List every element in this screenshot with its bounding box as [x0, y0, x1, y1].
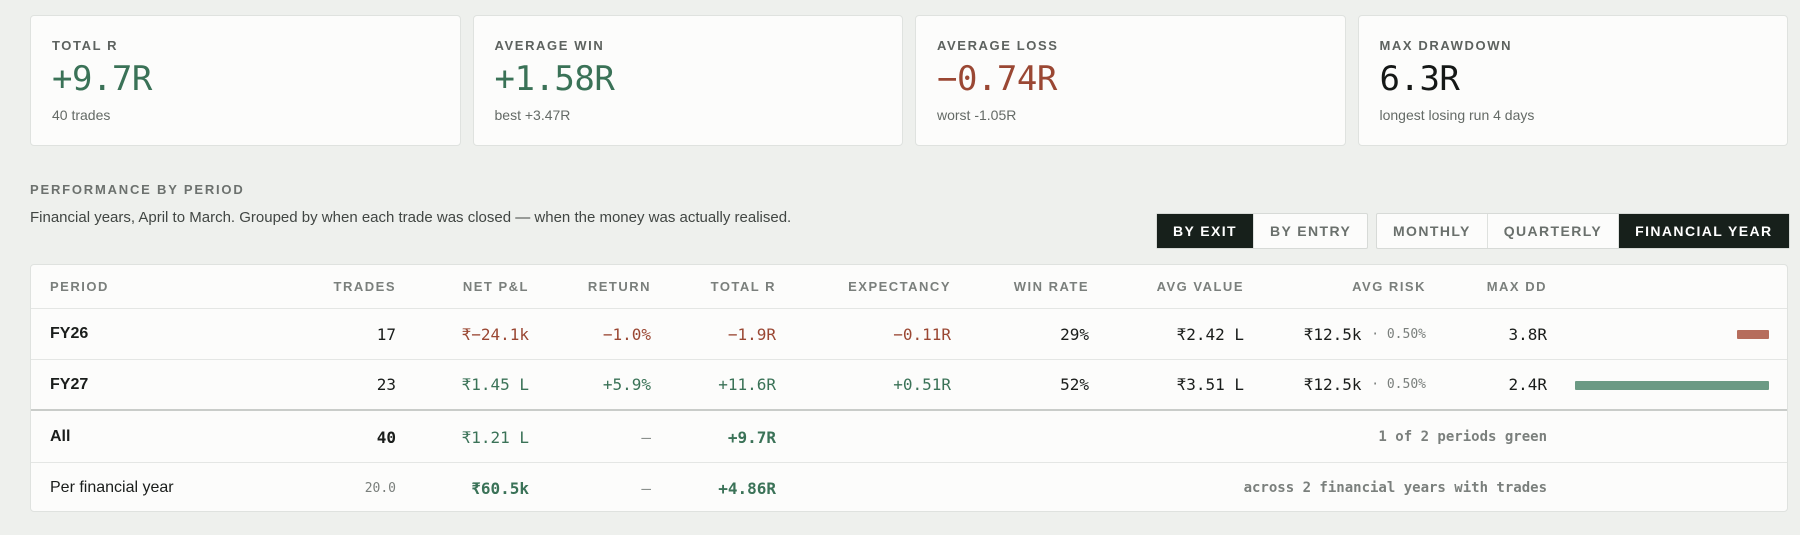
- grouping-toggle: MONTHLY QUARTERLY FINANCIAL YEAR: [1376, 213, 1790, 249]
- header-max-dd[interactable]: MAX DD: [1486, 279, 1547, 294]
- header-expectancy[interactable]: EXPECTANCY: [848, 279, 951, 294]
- net-pnl-value: ₹−24.1k: [461, 324, 529, 344]
- avg-risk-value: ₹12.5k: [1303, 324, 1362, 344]
- total-note: 1 of 2 periods green: [1378, 429, 1547, 445]
- max-dd-value: 3.8R: [1508, 324, 1547, 344]
- return-value: –: [641, 427, 651, 447]
- kpi-label: AVERAGE LOSS: [937, 38, 1059, 53]
- kpi-card-total-r: TOTAL R +9.7R 40 trades: [30, 15, 461, 146]
- trades-value: 17: [376, 324, 396, 344]
- by-entry-button[interactable]: BY ENTRY: [1253, 214, 1367, 248]
- avg-risk-cell: ₹12.5k · 0.50%: [1304, 309, 1426, 359]
- quarterly-button[interactable]: QUARTERLY: [1486, 214, 1618, 248]
- trades-value: 40: [376, 427, 396, 447]
- win-rate-value: 52%: [1060, 375, 1089, 394]
- max-dd-value: 2.4R: [1508, 375, 1547, 394]
- period-label: FY26: [50, 325, 89, 342]
- total-r-bar: [1737, 330, 1769, 339]
- period-label: Per financial year: [50, 479, 174, 496]
- header-period[interactable]: PERIOD: [50, 279, 109, 294]
- average-row: Per financial year 20.0 ₹60.5k – +4.86R …: [31, 464, 1787, 512]
- net-pnl-value: ₹60.5k: [471, 478, 529, 498]
- table-header-row: PERIOD TRADES NET P&L RETURN TOTAL R EXP…: [31, 265, 1787, 309]
- kpi-label: AVERAGE WIN: [494, 38, 605, 53]
- section-description: Financial years, April to March. Grouped…: [30, 209, 792, 226]
- avg-risk-percent: · 0.50%: [1371, 326, 1426, 342]
- net-pnl-value: ₹1.21 L: [461, 427, 529, 447]
- kpi-value: +9.7R: [52, 59, 152, 99]
- avg-value-value: ₹3.51 L: [1176, 375, 1244, 394]
- return-value: –: [641, 478, 651, 498]
- return-value: −1.0%: [602, 324, 651, 344]
- total-r-value: −1.9R: [727, 324, 776, 344]
- table-row[interactable]: FY26 17 ₹−24.1k −1.0% −1.9R −0.11R 29% ₹…: [31, 309, 1787, 360]
- kpi-card-max-drawdown: MAX DRAWDOWN 6.3R longest losing run 4 d…: [1357, 15, 1788, 146]
- return-value: +5.9%: [602, 375, 651, 394]
- section-title: PERFORMANCE BY PERIOD: [30, 182, 245, 197]
- net-pnl-value: ₹1.45 L: [461, 375, 529, 394]
- total-r-value: +9.7R: [727, 427, 776, 447]
- header-avg-value[interactable]: AVG VALUE: [1156, 279, 1244, 294]
- trades-value: 20.0: [364, 480, 396, 496]
- basis-toggle: BY EXIT BY ENTRY: [1156, 213, 1369, 249]
- win-rate-value: 29%: [1060, 324, 1089, 344]
- header-net-pnl[interactable]: NET P&L: [462, 279, 529, 294]
- kpi-value: 6.3R: [1379, 59, 1460, 99]
- header-win-rate[interactable]: WIN RATE: [1013, 279, 1089, 294]
- kpi-subtext: worst -1.05R: [937, 107, 1017, 123]
- kpi-label: MAX DRAWDOWN: [1379, 38, 1513, 53]
- expectancy-value: +0.51R: [893, 375, 951, 394]
- expectancy-value: −0.11R: [893, 324, 951, 344]
- period-label: All: [50, 428, 71, 445]
- total-r-value: +11.6R: [718, 375, 776, 394]
- monthly-button[interactable]: MONTHLY: [1393, 223, 1471, 239]
- kpi-row: TOTAL R +9.7R 40 trades AVERAGE WIN +1.5…: [30, 15, 1788, 146]
- header-return[interactable]: RETURN: [587, 279, 651, 294]
- kpi-value: +1.58R: [494, 59, 615, 99]
- avg-risk-cell: ₹12.5k · 0.50%: [1304, 360, 1426, 409]
- kpi-label: TOTAL R: [52, 38, 119, 53]
- avg-risk-percent: · 0.50%: [1371, 377, 1426, 392]
- avg-value-value: ₹2.42 L: [1176, 324, 1244, 344]
- kpi-subtext: 40 trades: [52, 107, 111, 123]
- total-r-value: +4.86R: [718, 478, 776, 498]
- financial-year-button[interactable]: FINANCIAL YEAR: [1618, 214, 1789, 248]
- trades-value: 23: [376, 375, 396, 394]
- average-note: across 2 financial years with trades: [1243, 480, 1547, 496]
- kpi-subtext: best +3.47R: [494, 107, 571, 123]
- by-exit-button[interactable]: BY EXIT: [1157, 214, 1254, 248]
- performance-table: PERIOD TRADES NET P&L RETURN TOTAL R EXP…: [30, 264, 1788, 512]
- kpi-card-average-win: AVERAGE WIN +1.58R best +3.47R: [472, 15, 903, 146]
- period-label: FY27: [50, 375, 89, 393]
- kpi-card-average-loss: AVERAGE LOSS −0.74R worst -1.05R: [915, 15, 1346, 146]
- table-row[interactable]: FY27 23 ₹1.45 L +5.9% +11.6R +0.51R 52% …: [31, 360, 1787, 411]
- kpi-value: −0.74R: [937, 59, 1057, 99]
- avg-risk-value: ₹12.5k: [1303, 375, 1362, 394]
- header-avg-risk[interactable]: AVG RISK: [1352, 279, 1426, 294]
- total-row: All 40 ₹1.21 L – +9.7R 1 of 2 periods gr…: [31, 412, 1787, 463]
- kpi-subtext: longest losing run 4 days: [1379, 107, 1535, 123]
- header-total-r[interactable]: TOTAL R: [710, 279, 776, 294]
- header-trades[interactable]: TRADES: [333, 279, 396, 294]
- total-r-bar: [1575, 381, 1769, 390]
